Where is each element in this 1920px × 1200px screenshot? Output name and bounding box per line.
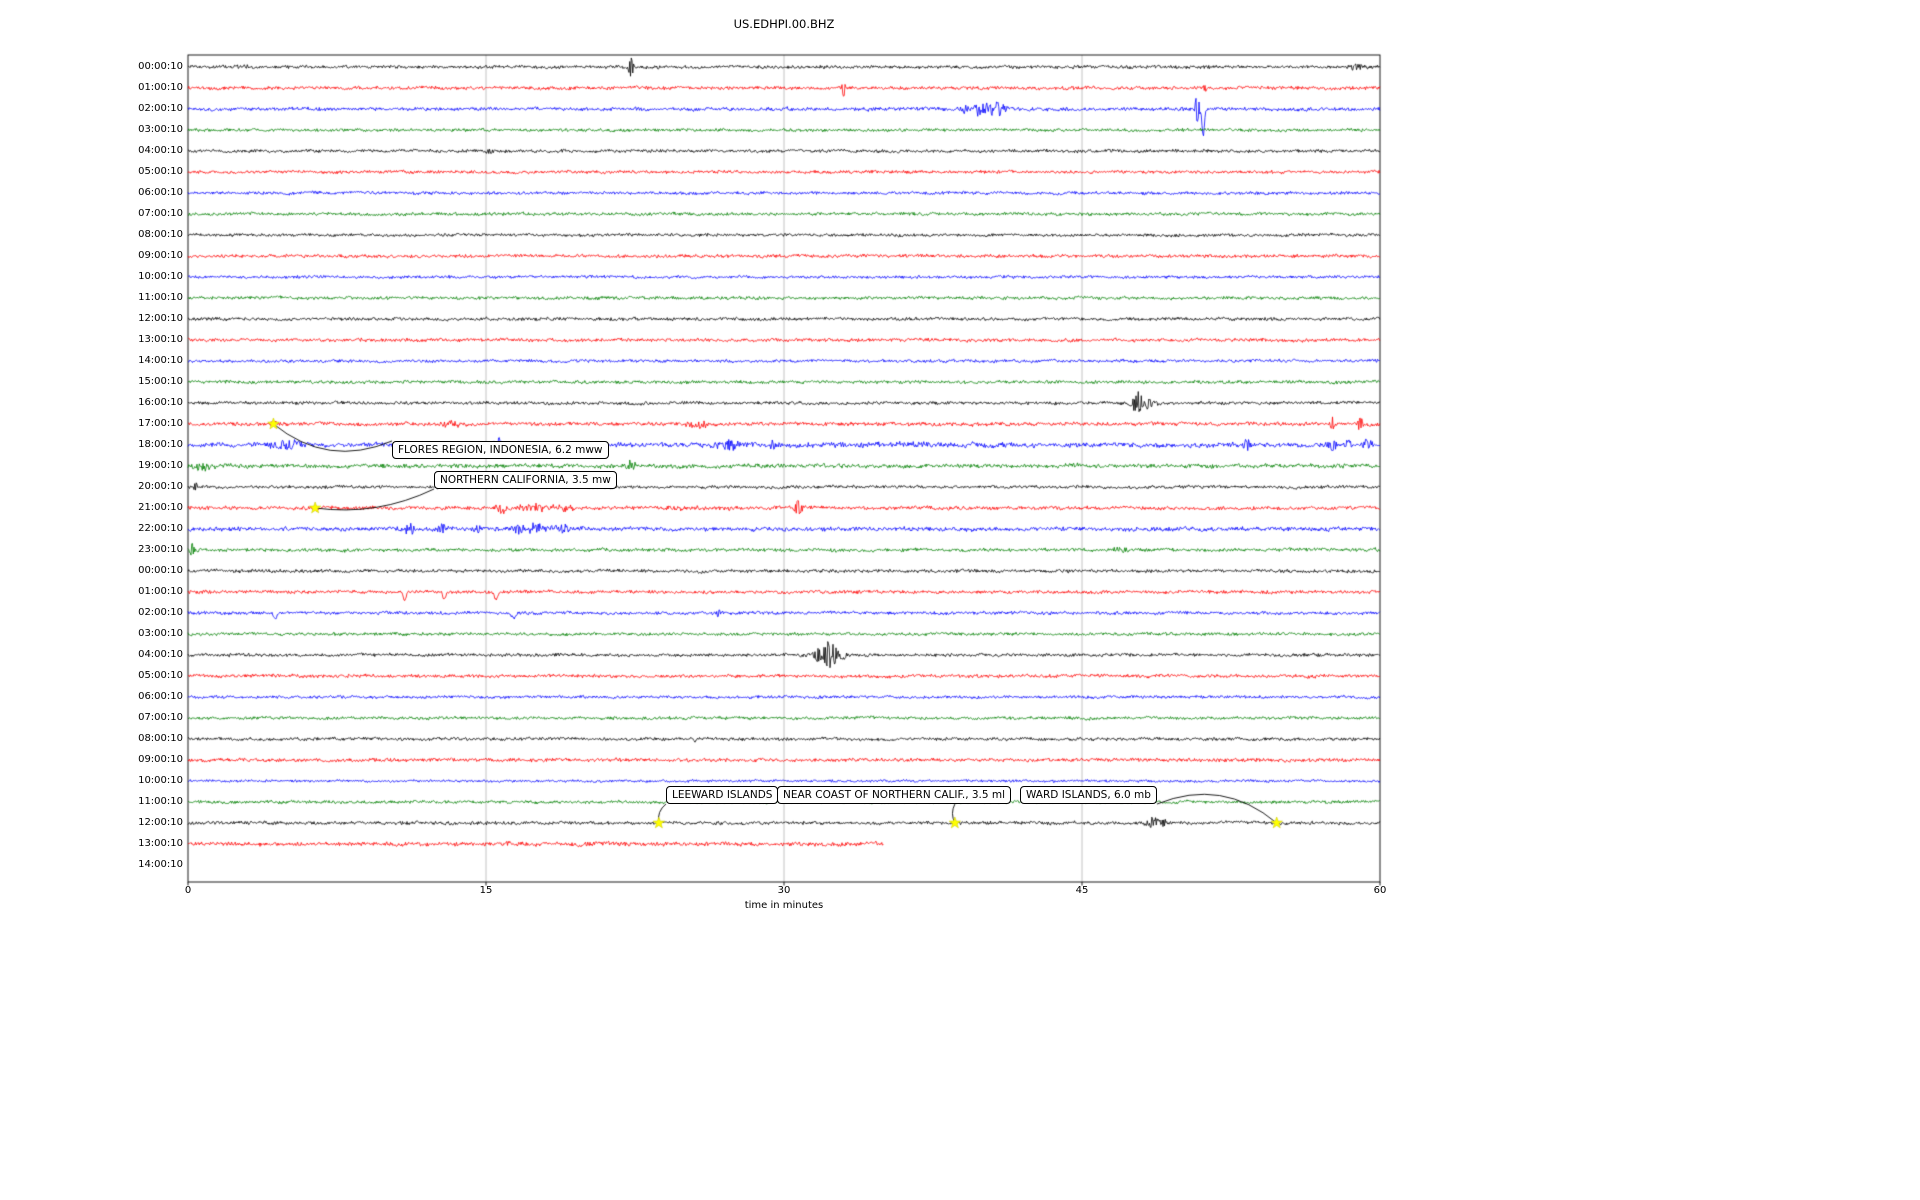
annotation-leeward-islands-1: LEEWARD ISLANDS	[666, 786, 779, 804]
x-axis-label: time in minutes	[744, 900, 824, 911]
row-label: 09:00:10	[138, 754, 183, 765]
row-label: 03:00:10	[138, 124, 183, 135]
row-label: 13:00:10	[138, 838, 183, 849]
annotation-northern-california: NORTHERN CALIFORNIA, 3.5 mw	[434, 471, 617, 489]
x-tick-label: 15	[479, 885, 493, 896]
row-label: 22:00:10	[138, 523, 183, 534]
row-label: 13:00:10	[138, 334, 183, 345]
row-label: 06:00:10	[138, 187, 183, 198]
row-label: 06:00:10	[138, 691, 183, 702]
row-label: 19:00:10	[138, 460, 183, 471]
row-label: 03:00:10	[138, 628, 183, 639]
row-label: 08:00:10	[138, 229, 183, 240]
row-label: 23:00:10	[138, 544, 183, 555]
annotation-near-coast-norcal: NEAR COAST OF NORTHERN CALIF., 3.5 ml	[777, 786, 1012, 804]
row-label: 18:00:10	[138, 439, 183, 450]
row-label: 02:00:10	[138, 607, 183, 618]
row-label: 00:00:10	[138, 61, 183, 72]
row-label: 17:00:10	[138, 418, 183, 429]
x-tick-label: 30	[777, 885, 791, 896]
row-label: 07:00:10	[138, 208, 183, 219]
row-label: 12:00:10	[138, 313, 183, 324]
page-title: US.EDHPI.00.BHZ	[733, 17, 835, 31]
row-label: 05:00:10	[138, 670, 183, 681]
x-tick-label: 0	[184, 885, 192, 896]
row-label: 12:00:10	[138, 817, 183, 828]
row-label: 01:00:10	[138, 586, 183, 597]
row-label: 09:00:10	[138, 250, 183, 261]
row-label: 10:00:10	[138, 271, 183, 282]
row-label: 11:00:10	[138, 796, 183, 807]
row-label: 04:00:10	[138, 649, 183, 660]
row-label: 00:00:10	[138, 565, 183, 576]
row-label: 04:00:10	[138, 145, 183, 156]
row-label: 21:00:10	[138, 502, 183, 513]
row-label: 16:00:10	[138, 397, 183, 408]
row-label: 10:00:10	[138, 775, 183, 786]
row-label: 08:00:10	[138, 733, 183, 744]
row-label: 14:00:10	[138, 859, 183, 870]
x-tick-label: 45	[1075, 885, 1089, 896]
row-label: 02:00:10	[138, 103, 183, 114]
row-label: 15:00:10	[138, 376, 183, 387]
row-label: 07:00:10	[138, 712, 183, 723]
row-label: 14:00:10	[138, 355, 183, 366]
row-label: 01:00:10	[138, 82, 183, 93]
annotation-flores-region: FLORES REGION, INDONESIA, 6.2 mww	[392, 441, 609, 459]
annotation-leeward-islands-2: WARD ISLANDS, 6.0 mb	[1020, 786, 1157, 804]
row-labels: 00:00:10 01:00:10 02:00:10 03:00:10 04:00:10…	[0, 0, 183, 900]
row-label: 20:00:10	[138, 481, 183, 492]
x-tick-label: 60	[1373, 885, 1387, 896]
row-label: 11:00:10	[138, 292, 183, 303]
row-label: 05:00:10	[138, 166, 183, 177]
